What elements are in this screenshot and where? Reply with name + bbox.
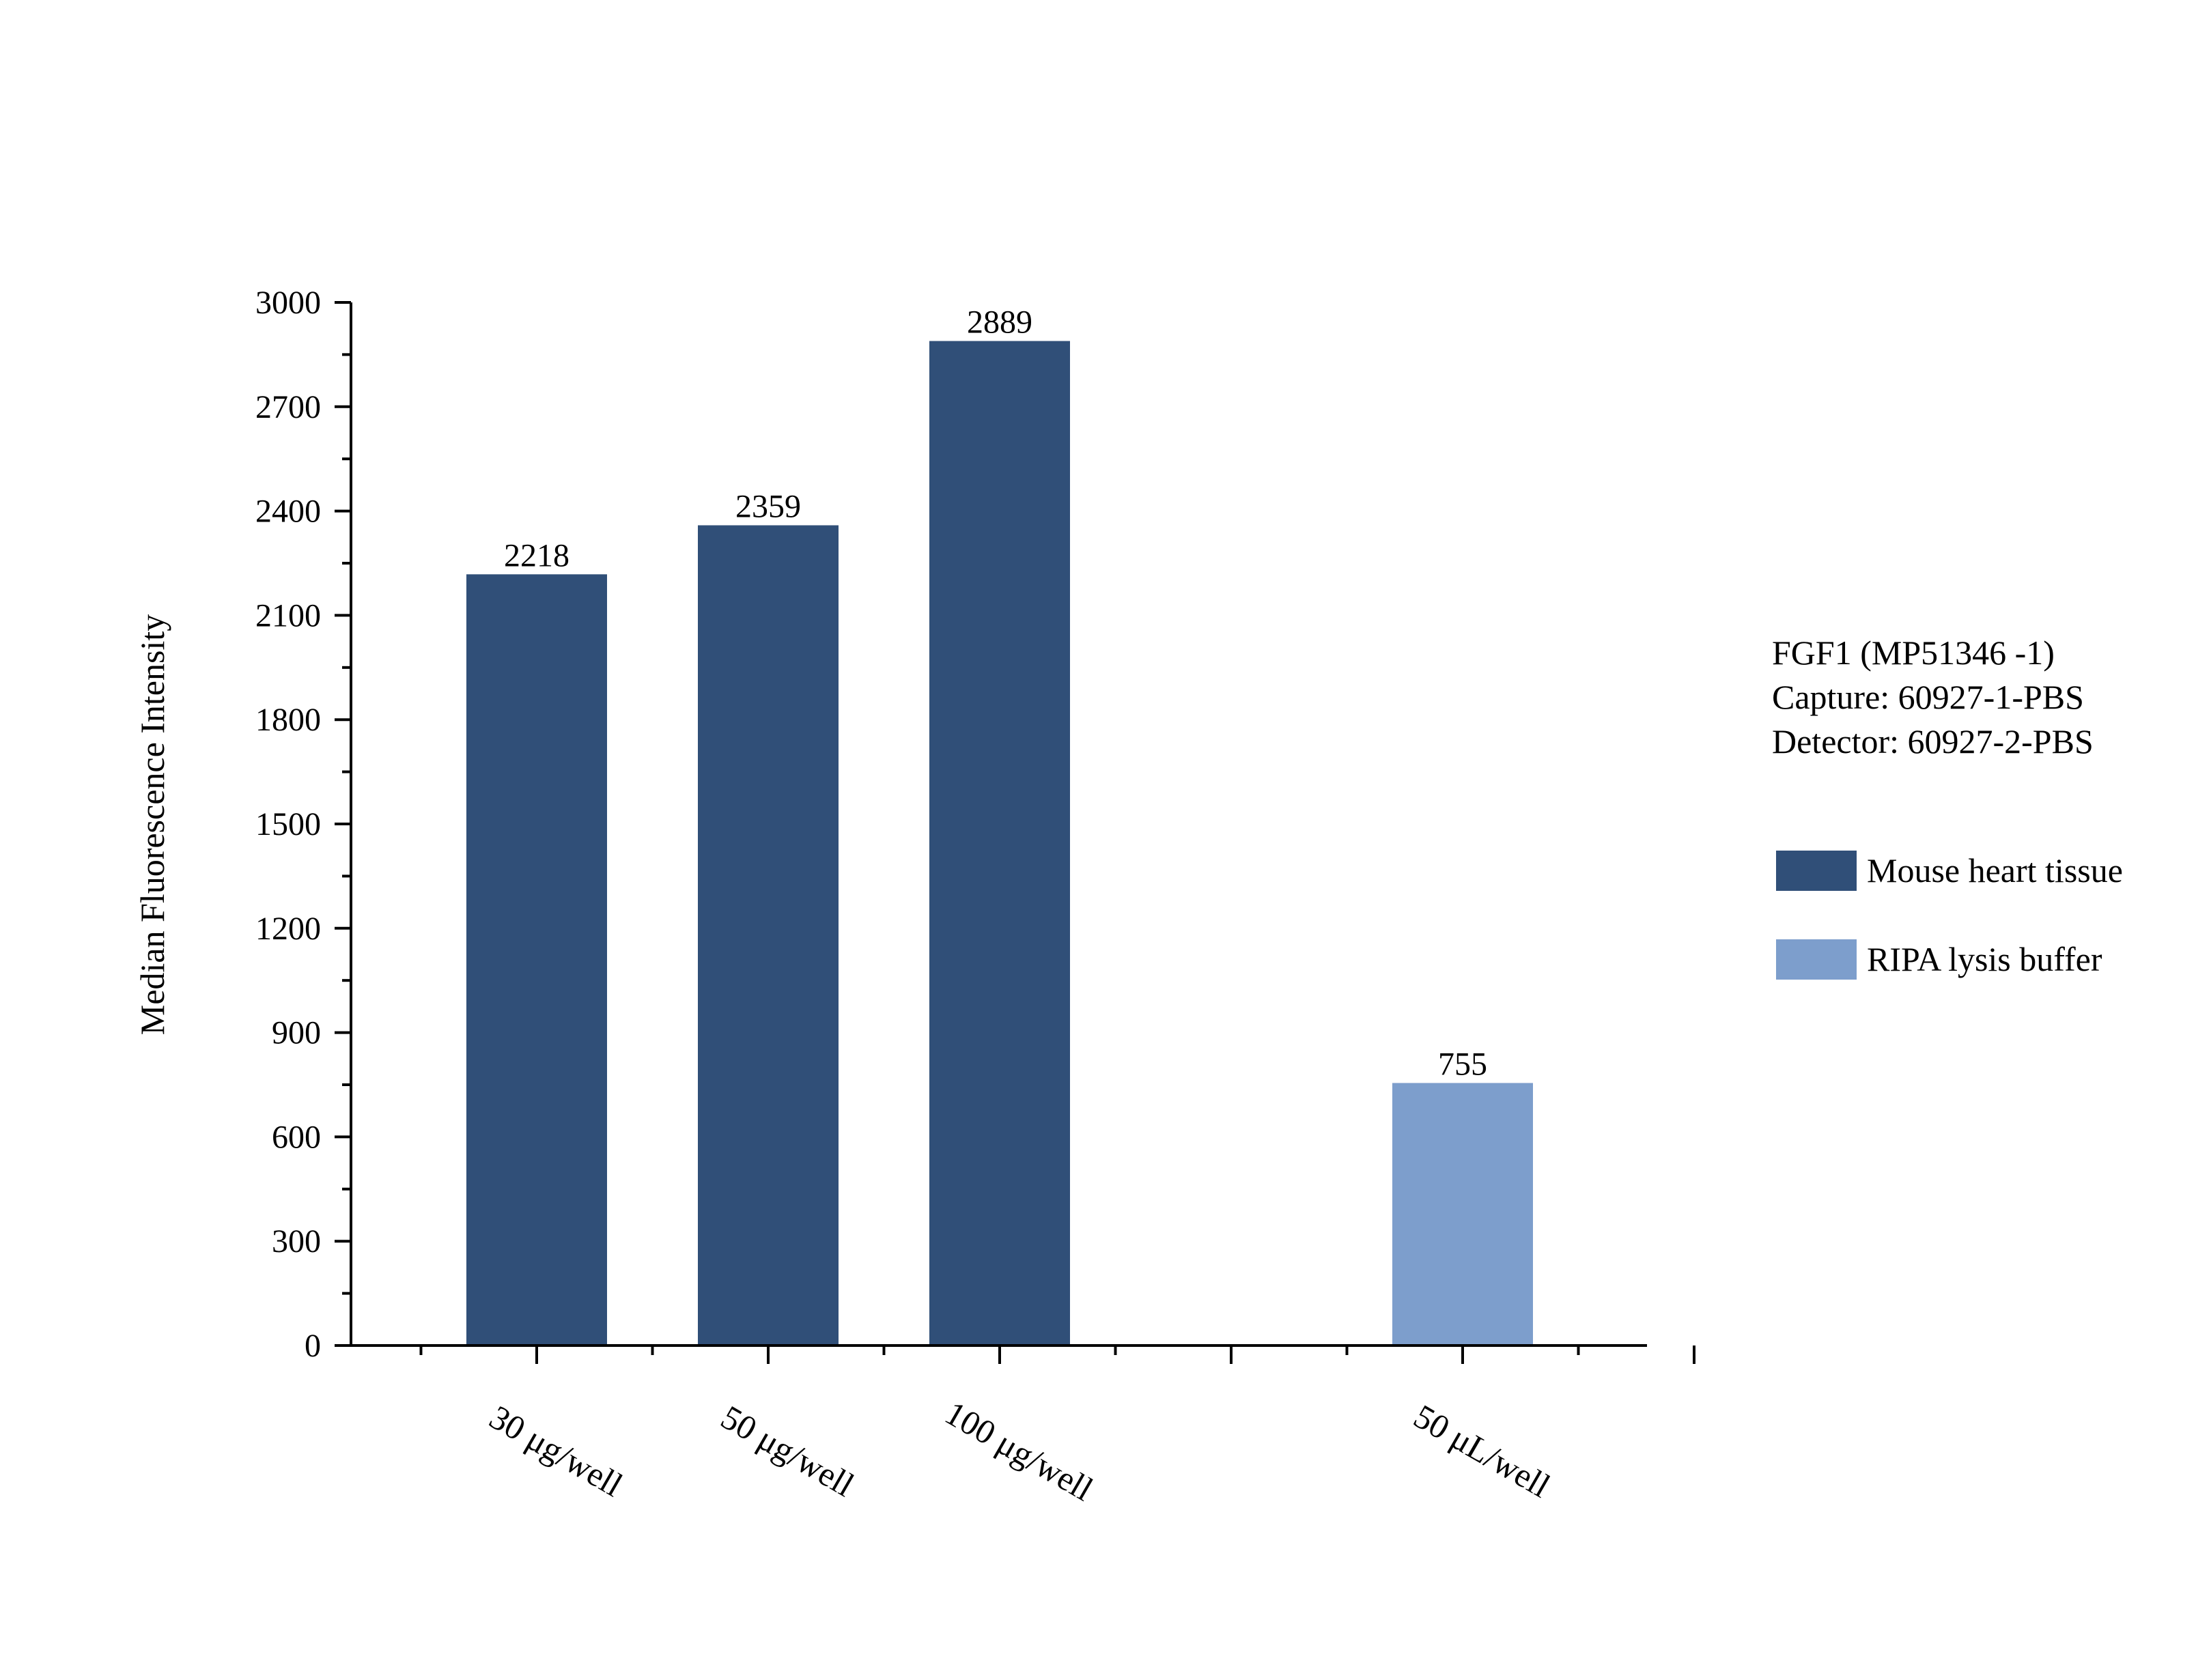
data-labels: 2218 2359 2889 755 [504, 304, 1487, 1083]
y-tick-label: 1800 [255, 702, 321, 738]
y-tick-label: 1500 [255, 806, 321, 842]
data-label-100-g-well: 2889 [967, 304, 1032, 341]
y-tick-label: 2100 [255, 597, 321, 633]
y-axis-ticks: 0 300 600 900 1200 1500 1800 2100 2400 2700 3000 [255, 285, 351, 1364]
category-labels: 30 μg/well 50 μg/well 100 μg/well 50 μL/wel… [483, 1393, 1557, 1508]
y-tick-label: 900 [272, 1015, 321, 1051]
y-tick-label: 1200 [255, 911, 321, 947]
legend-swatch-ripa-lysis-buffer [1776, 939, 1857, 980]
bar-100-g-well [929, 341, 1070, 1346]
legend: Mouse heart tissue RIPA lysis buffer [1776, 851, 2123, 980]
legend-swatch-mouse-heart-tissue [1776, 851, 1857, 891]
y-tick-label: 3000 [255, 285, 321, 321]
data-label-50-l-well: 755 [1438, 1046, 1487, 1082]
legend-label-ripa-lysis-buffer: RIPA lysis buffer [1867, 940, 2102, 978]
bar-50-g-well [698, 525, 839, 1346]
data-label-30-g-well: 2218 [504, 537, 569, 573]
data-label-50-g-well: 2359 [735, 488, 801, 524]
bars [466, 341, 1533, 1346]
annotation-line-3: Detector: 60927-2-PBS [1772, 722, 2094, 760]
y-tick-label: 0 [305, 1328, 321, 1364]
category-label-50-g-well: 50 μg/well [715, 1397, 861, 1504]
category-label-30-g-well: 30 μg/well [483, 1397, 630, 1504]
bar-30-g-well [466, 574, 607, 1346]
x-axis-ticks [419, 1346, 1695, 1364]
y-tick-label: 300 [272, 1223, 321, 1259]
chart-annotation: FGF1 (MP51346 -1) Capture: 60927-1-PBS D… [1772, 633, 2094, 760]
y-tick-label: 600 [272, 1119, 321, 1155]
y-tick-label: 2700 [255, 389, 321, 425]
y-tick-label: 2400 [255, 494, 321, 530]
annotation-line-1: FGF1 (MP51346 -1) [1772, 633, 2055, 672]
y-axis-title: Median Fluorescence Intensity [133, 614, 171, 1035]
annotation-line-2: Capture: 60927-1-PBS [1772, 678, 2084, 716]
legend-label-mouse-heart-tissue: Mouse heart tissue [1867, 851, 2123, 889]
category-label-50-l-well: 50 μL/well [1407, 1397, 1556, 1505]
category-label-100-g-well: 100 μg/well [939, 1393, 1099, 1508]
bar-50-l-well [1392, 1083, 1533, 1346]
